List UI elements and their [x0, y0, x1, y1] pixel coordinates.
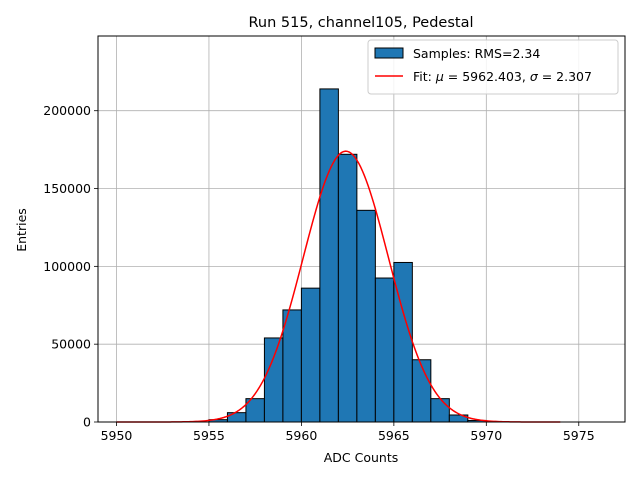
legend-box	[367, 39, 619, 95]
y-tick-label: 50000	[51, 337, 91, 352]
histogram-bar	[226, 412, 247, 423]
x-tick-label: 5965	[378, 428, 410, 443]
legend: Samples: RMS=2.34 Fit: μ = 5962.403, σ =…	[367, 39, 619, 95]
y-tick-label: 0	[83, 415, 91, 430]
legend-fit-label: Fit: μ = 5962.403, σ = 2.307	[413, 69, 592, 84]
legend-samples-label: Samples: RMS=2.34	[413, 46, 540, 61]
chart-title: Run 515, channel105, Pedestal	[248, 15, 473, 31]
legend-samples-swatch	[374, 47, 404, 59]
histogram-bars	[208, 88, 487, 423]
x-tick-label: 5960	[285, 428, 317, 443]
histogram-bar	[300, 287, 321, 423]
histogram-bar	[411, 359, 432, 423]
axes-frame	[97, 35, 626, 423]
histogram-bar	[374, 277, 395, 423]
histogram-bar	[319, 88, 339, 423]
histogram-bar	[430, 398, 450, 423]
x-axis-ticks: 5950 5955 5960 5965 5970 5975	[101, 422, 595, 443]
x-tick-label: 5950	[101, 428, 133, 443]
y-axis-ticks: 0 50000 100000 150000 200000	[43, 103, 98, 430]
y-tick-label: 200000	[43, 103, 91, 118]
y-axis-label: Entries	[14, 208, 29, 252]
x-tick-label: 5955	[193, 428, 225, 443]
y-tick-label: 100000	[43, 259, 91, 274]
histogram-bar	[263, 337, 284, 423]
y-tick-label: 150000	[43, 181, 91, 196]
x-tick-label: 5970	[470, 428, 502, 443]
histogram-bar	[282, 309, 302, 423]
histogram-bar	[356, 209, 376, 423]
x-axis-label: ADC Counts	[324, 450, 399, 465]
histogram-bar	[337, 153, 358, 423]
x-tick-label: 5975	[563, 428, 595, 443]
